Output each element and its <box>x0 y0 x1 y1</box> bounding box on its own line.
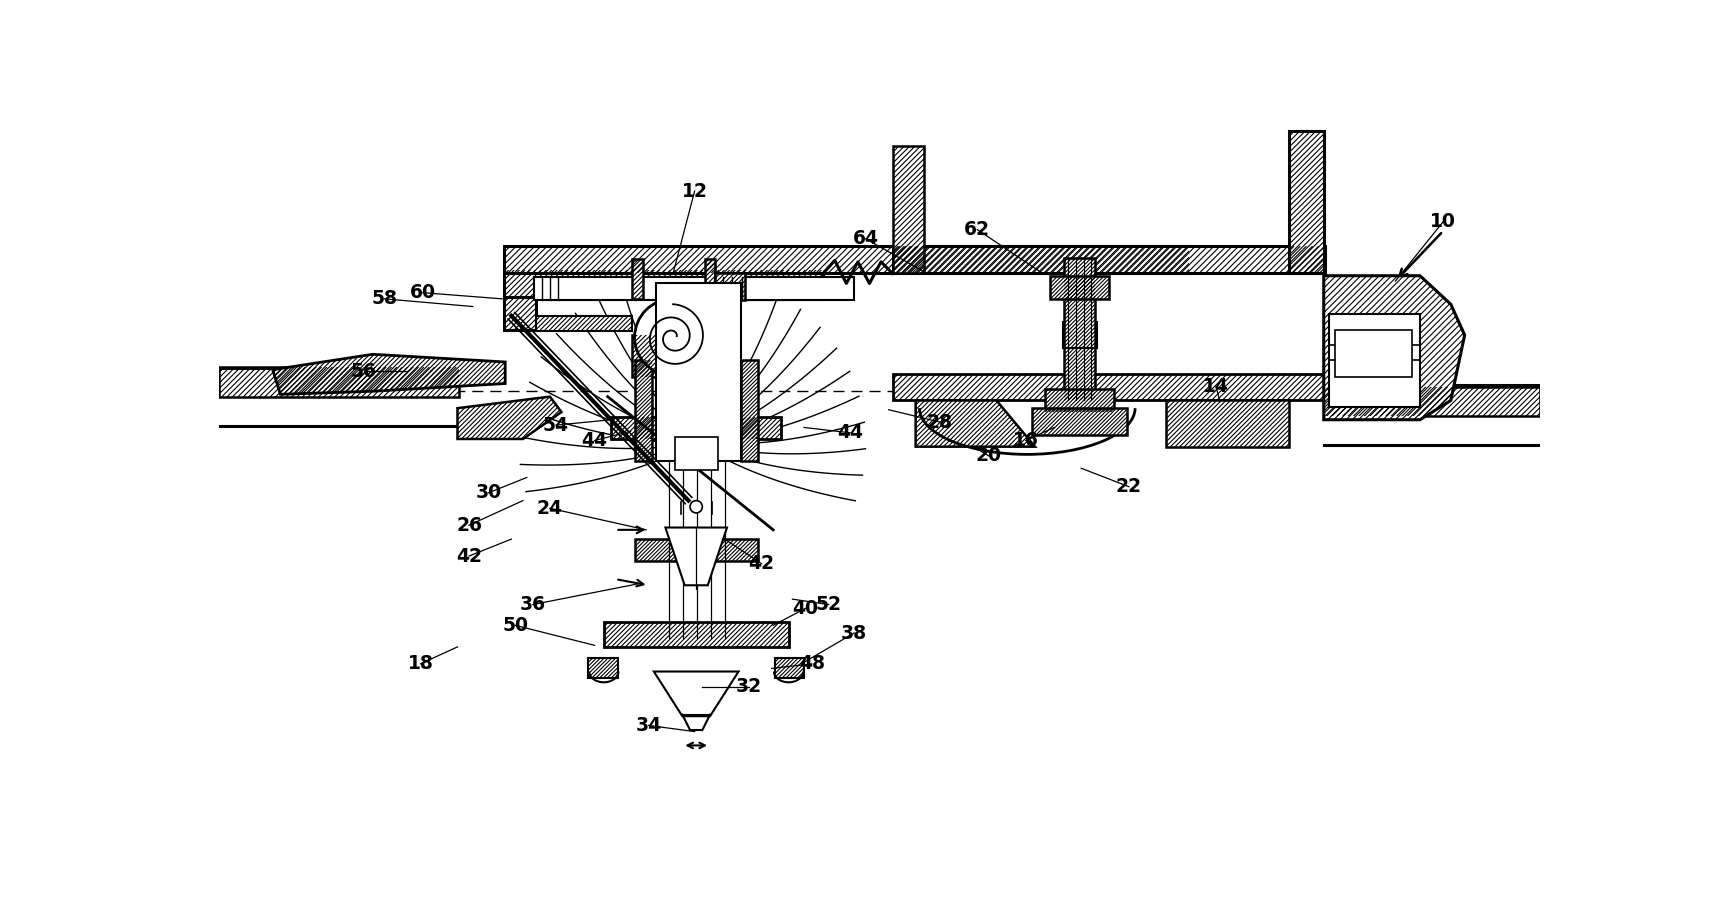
Polygon shape <box>1323 387 1541 416</box>
Polygon shape <box>635 539 758 561</box>
Text: 40: 40 <box>793 599 819 618</box>
Polygon shape <box>220 368 458 396</box>
Text: 12: 12 <box>681 182 707 200</box>
Text: 44: 44 <box>837 423 863 442</box>
Polygon shape <box>635 360 652 460</box>
Polygon shape <box>1323 276 1465 420</box>
Circle shape <box>690 501 702 513</box>
Polygon shape <box>1289 131 1323 273</box>
Polygon shape <box>894 373 1325 400</box>
Text: 34: 34 <box>635 716 661 734</box>
Text: 54: 54 <box>542 415 570 434</box>
Text: 20: 20 <box>976 447 1002 466</box>
Text: 56: 56 <box>350 361 376 380</box>
Polygon shape <box>666 528 728 585</box>
Bar <box>534 277 789 300</box>
Polygon shape <box>631 335 716 378</box>
Text: 42: 42 <box>748 554 774 574</box>
Polygon shape <box>1050 276 1109 298</box>
Polygon shape <box>1031 408 1127 435</box>
Polygon shape <box>774 658 805 678</box>
Polygon shape <box>716 273 745 300</box>
Text: 44: 44 <box>582 431 607 450</box>
Text: 58: 58 <box>371 289 398 308</box>
Text: 36: 36 <box>520 595 546 614</box>
Polygon shape <box>604 622 789 647</box>
Text: 38: 38 <box>841 624 867 643</box>
Text: 24: 24 <box>537 499 563 518</box>
Text: 26: 26 <box>456 516 482 535</box>
Text: 10: 10 <box>1429 212 1457 231</box>
Text: 30: 30 <box>475 484 501 503</box>
Polygon shape <box>458 396 561 439</box>
Polygon shape <box>1064 258 1095 400</box>
Text: 64: 64 <box>853 229 879 248</box>
Polygon shape <box>273 354 505 395</box>
Text: 14: 14 <box>1203 377 1229 396</box>
Bar <box>1335 330 1412 378</box>
Polygon shape <box>1045 389 1114 412</box>
Polygon shape <box>894 147 925 273</box>
Text: 48: 48 <box>798 654 825 673</box>
Text: 16: 16 <box>1012 431 1038 450</box>
Polygon shape <box>505 298 535 330</box>
Circle shape <box>635 298 712 376</box>
Text: 28: 28 <box>927 413 952 432</box>
Polygon shape <box>631 259 644 298</box>
Bar <box>656 283 741 460</box>
Polygon shape <box>505 270 824 298</box>
Text: 42: 42 <box>456 547 482 565</box>
Polygon shape <box>654 672 738 717</box>
Bar <box>716 277 855 300</box>
Text: 22: 22 <box>1115 477 1141 496</box>
Bar <box>1330 315 1419 406</box>
Text: 50: 50 <box>503 616 529 635</box>
Polygon shape <box>589 658 618 678</box>
Text: 60: 60 <box>410 283 436 302</box>
Polygon shape <box>535 316 631 331</box>
Polygon shape <box>741 360 758 460</box>
Polygon shape <box>916 400 1035 447</box>
Text: 18: 18 <box>408 654 434 673</box>
Text: 62: 62 <box>964 220 990 239</box>
Text: 52: 52 <box>815 595 841 614</box>
Polygon shape <box>505 246 1189 273</box>
Polygon shape <box>611 417 781 439</box>
Polygon shape <box>894 246 1325 273</box>
Polygon shape <box>705 259 716 298</box>
Bar <box>674 438 717 470</box>
Text: 32: 32 <box>736 678 762 697</box>
Polygon shape <box>1165 400 1289 447</box>
